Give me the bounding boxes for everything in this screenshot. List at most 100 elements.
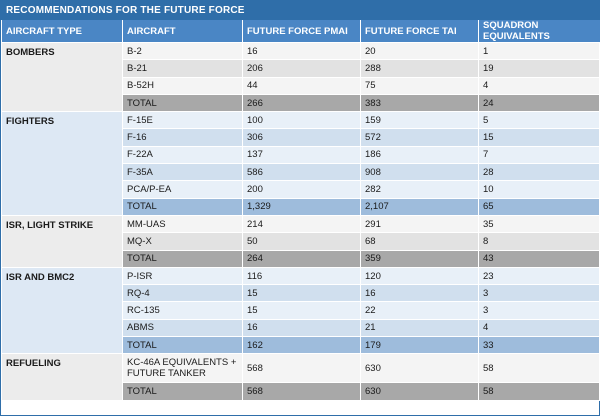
data-cell: RQ-4 (122, 284, 243, 303)
data-cell: 100 (242, 111, 361, 130)
data-cell: 291 (360, 214, 479, 234)
total-cell: 568 (242, 382, 361, 401)
table-row: ISR AND BMC2 P-ISR 116 120 23 (1, 266, 600, 355)
data-cell: 21 (360, 318, 479, 338)
data-cell: 68 (360, 232, 479, 251)
total-cell: 162 (242, 336, 361, 355)
data-cell: 15 (242, 284, 361, 303)
data-cell: RC-135 (122, 301, 243, 320)
data-cell: 20 (360, 41, 479, 61)
data-cell: 16 (360, 284, 479, 303)
data-cell: 58 (478, 353, 600, 384)
total-cell: 24 (478, 93, 600, 113)
table-row: ISR, LIGHT STRIKE MM-UAS 214 291 35 (1, 214, 600, 268)
data-cell: 200 (242, 180, 361, 199)
aircraft-type-cell: REFUELING (1, 353, 123, 401)
data-cell: 23 (478, 266, 600, 286)
aircraft-type-cell: FIGHTERS (1, 111, 123, 216)
total-cell: TOTAL (122, 197, 243, 216)
data-cell: F-16 (122, 128, 243, 147)
table-row: BOMBERS B-2 16 20 1 (1, 41, 600, 113)
table-row: FIGHTERS F-15E 100 159 5 (1, 111, 600, 216)
data-cell: MQ-X (122, 232, 243, 251)
data-cell: F-35A (122, 163, 243, 182)
total-cell: 2,107 (360, 197, 479, 216)
data-cell: 3 (478, 284, 600, 303)
data-cell: 1 (478, 41, 600, 61)
table-row: F-16 306 572 15 (2, 128, 600, 147)
data-cell: 214 (242, 214, 361, 234)
table-row: TOTAL 568 630 58 (2, 382, 600, 401)
total-cell: TOTAL (122, 382, 243, 401)
data-cell: KC-46A EQUIVALENTS + FUTURE TANKER (122, 353, 243, 384)
data-cell: 15 (478, 128, 600, 147)
table-row: F-35A 586 908 28 (2, 163, 600, 182)
data-cell: 586 (242, 163, 361, 182)
table-row: REFUELING KC-46A EQUIVALENTS + FUTURE TAN… (1, 353, 600, 401)
column-header: FUTURE FORCE PMAI (242, 20, 361, 43)
data-cell: 120 (360, 266, 479, 286)
table-title: RECOMMENDATIONS FOR THE FUTURE FORCE (1, 1, 599, 20)
data-cell: 306 (242, 128, 361, 147)
data-cell: 288 (360, 59, 479, 78)
total-cell: 630 (360, 382, 479, 401)
table-row: B-52H 44 75 4 (2, 76, 600, 95)
total-cell: 1,329 (242, 197, 361, 216)
data-cell: 16 (242, 318, 361, 338)
data-cell: 35 (478, 214, 600, 234)
data-cell: 137 (242, 145, 361, 165)
data-cell: 206 (242, 59, 361, 78)
total-cell: 43 (478, 249, 600, 268)
column-header: AIRCRAFT (122, 20, 243, 43)
total-cell: 179 (360, 336, 479, 355)
data-cell: 5 (478, 111, 600, 130)
data-cell: B-21 (122, 59, 243, 78)
data-cell: 19 (478, 59, 600, 78)
total-cell: 58 (478, 382, 600, 401)
data-cell: 8 (478, 232, 600, 251)
data-cell: 908 (360, 163, 479, 182)
data-cell: F-15E (122, 111, 243, 130)
data-cell: B-52H (122, 76, 243, 95)
data-cell: F-22A (122, 145, 243, 165)
aircraft-type-cell: ISR, LIGHT STRIKE (1, 214, 123, 268)
data-cell: 186 (360, 145, 479, 165)
data-cell: 282 (360, 180, 479, 199)
data-cell: 568 (242, 353, 361, 384)
table-row: RQ-4 15 16 3 (2, 284, 600, 303)
aircraft-type-cell: ISR AND BMC2 (1, 266, 123, 355)
header-row: AIRCRAFT TYPE AIRCRAFT FUTURE FORCE PMAI FU… (1, 20, 600, 43)
column-header: SQUADRON EQUIVALENTS (478, 20, 600, 43)
data-cell: 15 (242, 301, 361, 320)
data-cell: 22 (360, 301, 479, 320)
column-header: FUTURE FORCE TAI (360, 20, 479, 43)
total-cell: 383 (360, 93, 479, 113)
data-cell: 3 (478, 301, 600, 320)
total-cell: 264 (242, 249, 361, 268)
total-cell: 65 (478, 197, 600, 216)
data-cell: 4 (478, 318, 600, 338)
data-cell: 630 (360, 353, 479, 384)
total-cell: 33 (478, 336, 600, 355)
data-cell: 50 (242, 232, 361, 251)
table-row: TOTAL 162 179 33 (2, 336, 600, 355)
data-cell: B-2 (122, 41, 243, 61)
table-row: TOTAL 1,329 2,107 65 (2, 197, 600, 216)
data-cell: P-ISR (122, 266, 243, 286)
total-cell: TOTAL (122, 93, 243, 113)
total-cell: 266 (242, 93, 361, 113)
data-cell: 28 (478, 163, 600, 182)
total-cell: TOTAL (122, 249, 243, 268)
data-cell: 7 (478, 145, 600, 165)
data-cell: 16 (242, 41, 361, 61)
aircraft-type-cell: BOMBERS (1, 41, 123, 113)
total-cell: 359 (360, 249, 479, 268)
table-row: TOTAL 266 383 24 (2, 93, 600, 113)
data-cell: PCA/P-EA (122, 180, 243, 199)
column-header: AIRCRAFT TYPE (1, 20, 123, 43)
data-cell: 4 (478, 76, 600, 95)
table: AIRCRAFT TYPE AIRCRAFT FUTURE FORCE PMAI FU… (1, 20, 600, 401)
data-cell: MM-UAS (122, 214, 243, 234)
data-cell: 159 (360, 111, 479, 130)
